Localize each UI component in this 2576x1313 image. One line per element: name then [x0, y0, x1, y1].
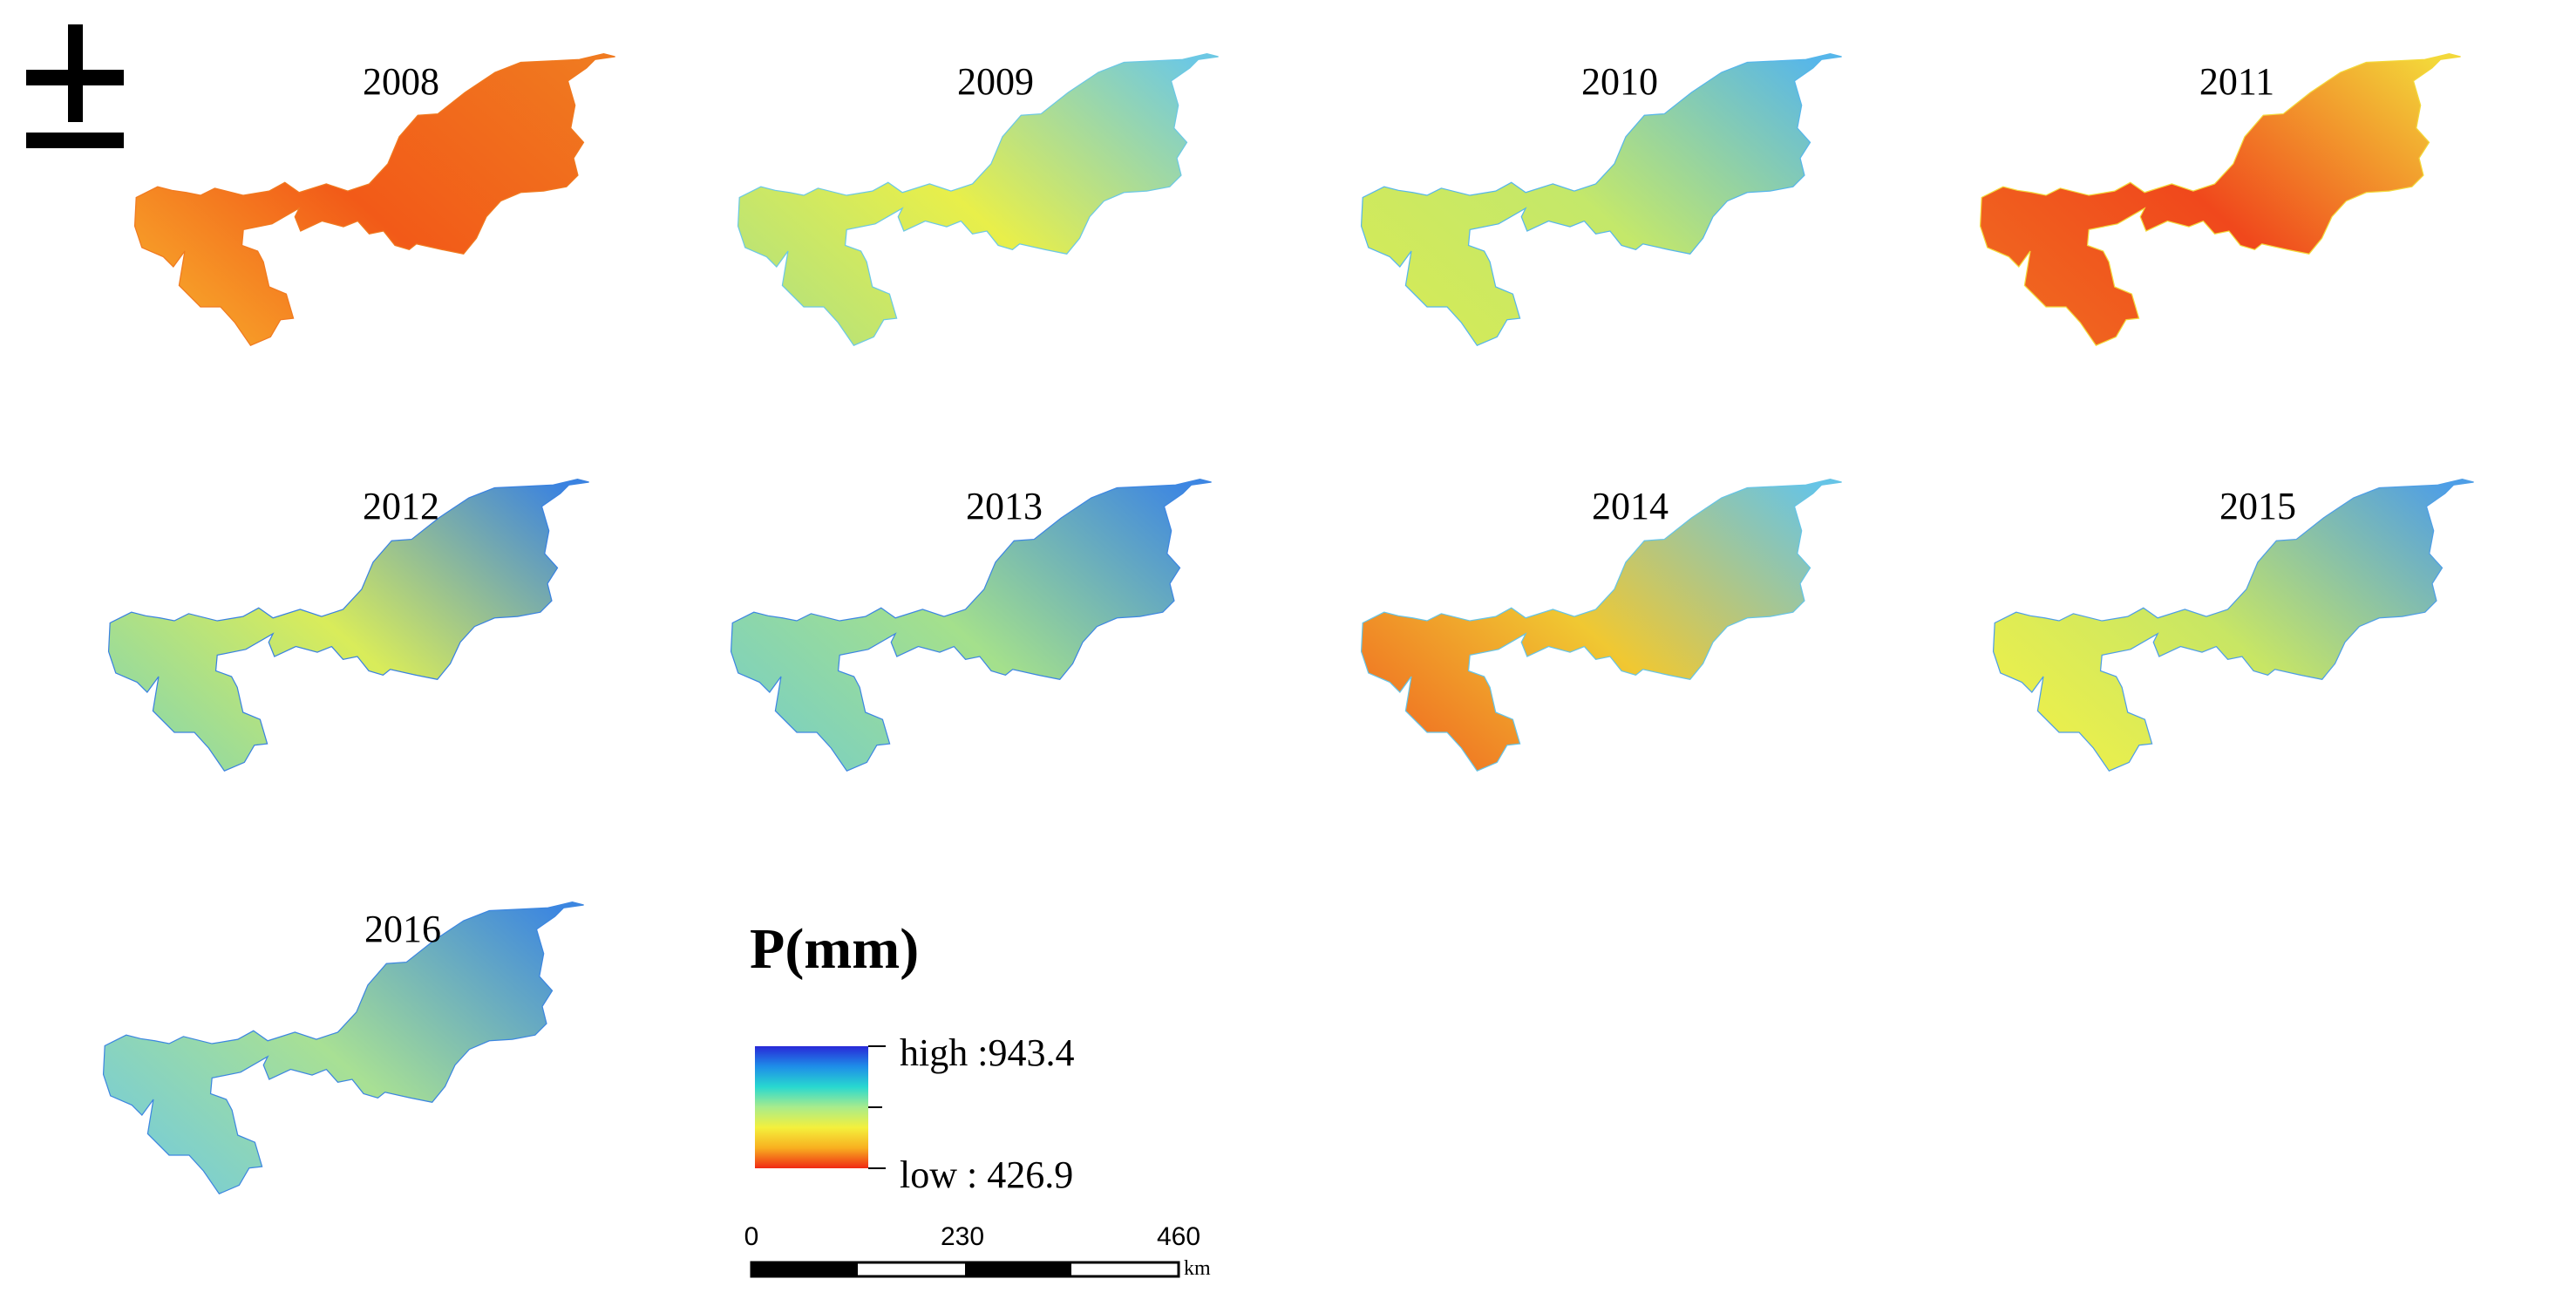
map-panel-2013: 2013 — [730, 479, 1212, 772]
map-panel-2016: 2016 — [102, 901, 584, 1195]
map-panel-2011: 2011 — [1979, 53, 2461, 347]
map-panel-2009: 2009 — [737, 53, 1219, 347]
region-raster-2016 — [102, 901, 584, 1195]
year-label-2008: 2008 — [363, 60, 439, 103]
scale-tick-460: 460 — [1157, 1222, 1200, 1251]
legend-high-label: high :943.4 — [900, 1031, 1074, 1074]
year-label-2014: 2014 — [1592, 485, 1669, 527]
scale-tick-230: 230 — [941, 1222, 984, 1251]
map-panels: 2008 2009 2010 2011 2012 2013 2014 2015 2016 — [102, 53, 2474, 1195]
year-label-2010: 2010 — [1581, 60, 1658, 103]
map-panel-2008: 2008 — [133, 53, 615, 347]
legend-low-label: low : 426.9 — [900, 1153, 1073, 1196]
region-raster-2014 — [1360, 479, 1842, 772]
region-raster-2010 — [1360, 53, 1842, 347]
region-raster-2012 — [107, 479, 589, 772]
north-arrow-icon — [26, 24, 124, 148]
scale-bar: 0 230 460 km — [744, 1222, 1211, 1280]
region-raster-2009 — [737, 53, 1219, 347]
year-label-2009: 2009 — [957, 60, 1034, 103]
map-panel-2015: 2015 — [1992, 479, 2474, 772]
year-label-2012: 2012 — [363, 485, 439, 527]
legend: P(mm) high :943.4 low : 426.9 — [750, 917, 1074, 1196]
map-panel-2010: 2010 — [1360, 53, 1842, 347]
year-label-2013: 2013 — [966, 485, 1043, 527]
scale-tick-0: 0 — [744, 1222, 759, 1251]
region-raster-2013 — [730, 479, 1212, 772]
region-raster-2008 — [133, 53, 615, 347]
year-label-2011: 2011 — [2199, 60, 2274, 103]
scale-unit: km — [1184, 1257, 1211, 1280]
region-raster-2011 — [1979, 53, 2461, 347]
year-label-2016: 2016 — [364, 908, 441, 950]
legend-color-ramp — [755, 1046, 868, 1168]
map-panel-2014: 2014 — [1360, 479, 1842, 772]
map-panel-2012: 2012 — [107, 479, 589, 772]
year-label-2015: 2015 — [2219, 485, 2296, 527]
region-raster-2015 — [1992, 479, 2474, 772]
legend-title: P(mm) — [750, 917, 919, 981]
